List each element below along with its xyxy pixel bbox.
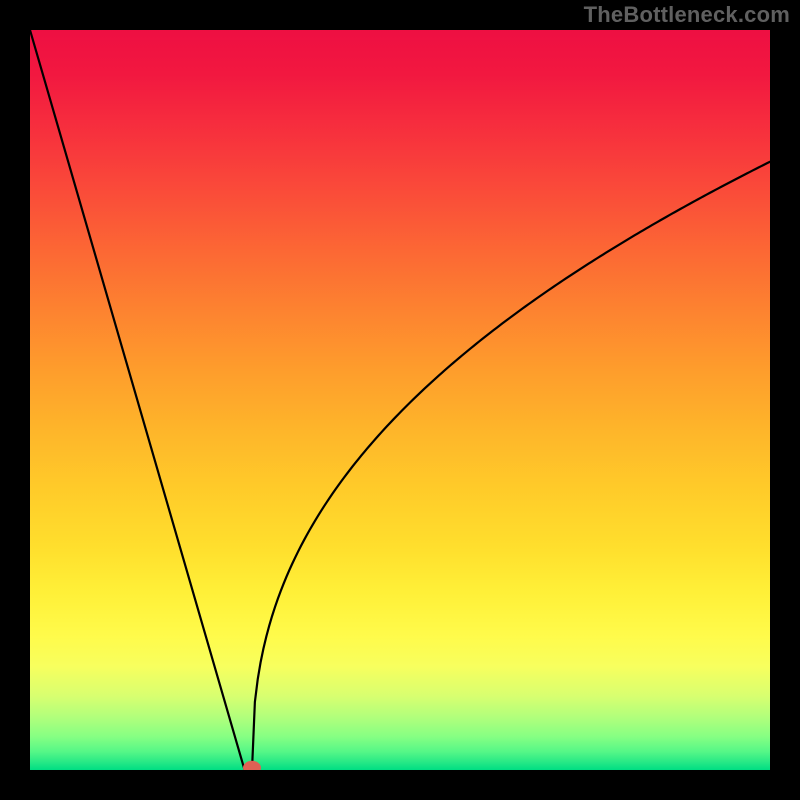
frame-border-right — [770, 0, 800, 800]
plot-background — [30, 30, 770, 770]
frame-border-left — [0, 0, 30, 800]
watermark-label: TheBottleneck.com — [584, 2, 790, 28]
frame-border-bottom — [0, 770, 800, 800]
chart-container: TheBottleneck.com — [0, 0, 800, 800]
bottleneck-chart — [0, 0, 800, 800]
